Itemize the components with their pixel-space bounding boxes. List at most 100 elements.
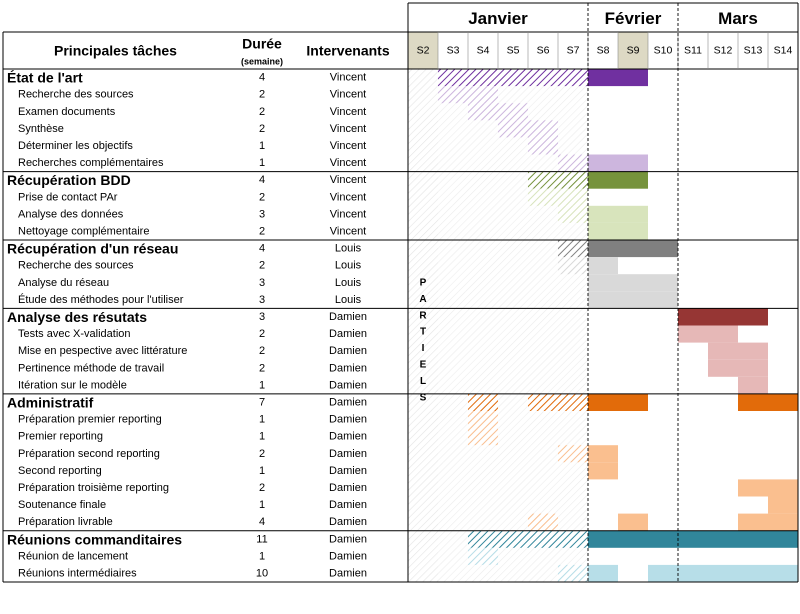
period-hatch (438, 240, 588, 258)
section-bar (558, 240, 588, 258)
period-hatch (438, 325, 588, 343)
task-bar (558, 564, 588, 582)
task-bar (438, 86, 498, 104)
task-bar (588, 445, 618, 463)
exam-label-letter: S (420, 392, 427, 403)
task-bar (588, 205, 648, 223)
task-duration: 1 (259, 379, 265, 391)
task-bar (678, 325, 738, 343)
task-bar (588, 154, 648, 172)
task-person: Vincent (330, 191, 367, 203)
task-name: Recherche des sources (18, 260, 134, 272)
period-hatch (438, 291, 588, 309)
task-person: Vincent (330, 123, 367, 135)
section-title: Réunions commanditaires (7, 531, 182, 547)
section-bar (588, 240, 678, 258)
exam-label-letter: I (422, 343, 425, 354)
task-bar (648, 564, 798, 582)
week-label: S8 (597, 45, 610, 57)
period-hatch (438, 496, 588, 514)
task-duration: 2 (259, 345, 265, 357)
task-person: Damien (329, 567, 367, 579)
week-label: S3 (447, 45, 460, 57)
section-bar (468, 393, 498, 411)
task-person: Damien (329, 499, 367, 511)
section-duration: 4 (259, 72, 265, 84)
task-bar (468, 411, 498, 429)
period-hatch (438, 342, 588, 360)
task-duration: 1 (259, 550, 265, 562)
task-name: Itération sur le modèle (18, 379, 127, 391)
task-bar (738, 376, 768, 394)
task-duration: 1 (259, 465, 265, 477)
task-name: Déterminer les objectifs (18, 140, 133, 152)
section-bar (438, 69, 588, 87)
period-hatch (438, 359, 588, 377)
task-bar (558, 154, 588, 172)
task-duration: 1 (259, 140, 265, 152)
task-bar (558, 205, 588, 223)
task-bar (588, 462, 618, 480)
task-person: Damien (329, 379, 367, 391)
section-bar (588, 69, 648, 87)
period-hatch (438, 411, 588, 429)
month-label: Janvier (468, 9, 528, 28)
week-label: S13 (744, 45, 763, 57)
task-name: Analyse du réseau (18, 277, 109, 289)
period-hatch (438, 513, 588, 531)
section-person: Damien (329, 533, 367, 545)
section-person: Damien (329, 311, 367, 323)
task-name: Recherches complémentaires (18, 157, 164, 169)
week-label: S11 (684, 45, 702, 57)
task-person: Vincent (330, 208, 367, 220)
task-person: Louis (335, 294, 362, 306)
task-name: Préparation second reporting (18, 448, 160, 460)
task-person: Damien (329, 516, 367, 528)
section-bar (588, 393, 648, 411)
task-name: Tests avec X-validation (18, 328, 131, 340)
week-highlight (408, 32, 438, 69)
task-name: Recherche des sources (18, 89, 134, 101)
section-duration: 11 (256, 533, 267, 545)
task-name: Étude des méthodes pour l'utiliser (18, 293, 184, 306)
month-label: Mars (718, 9, 758, 28)
task-name: Préparation premier reporting (18, 414, 162, 426)
task-name: Nettoyage complémentaire (18, 225, 149, 237)
task-duration: 2 (259, 260, 265, 272)
task-duration: 3 (259, 294, 265, 306)
task-bar (588, 274, 678, 292)
task-name: Second reporting (18, 465, 102, 477)
task-bar (558, 445, 588, 463)
task-person: Damien (329, 482, 367, 494)
period-hatch (438, 376, 588, 394)
task-name: Mise en pespective avec littérature (18, 345, 187, 357)
period-hatch (438, 257, 588, 275)
section-duration: 4 (259, 243, 265, 255)
task-person: Damien (329, 465, 367, 477)
task-bar (528, 137, 558, 155)
section-bar (468, 530, 588, 548)
task-duration: 1 (259, 157, 265, 169)
section-duration: 3 (259, 311, 265, 323)
exam-label-letter: P (420, 278, 427, 289)
header-tasks: Principales tâches (54, 43, 177, 59)
task-person: Vincent (330, 157, 367, 169)
section-bar (528, 393, 588, 411)
section-title: Analyse des résutats (7, 309, 147, 325)
task-name: Premier reporting (18, 431, 103, 443)
exam-label-letter: T (420, 327, 426, 338)
task-duration: 3 (259, 208, 265, 220)
period-hatch (438, 564, 588, 582)
task-duration: 3 (259, 277, 265, 289)
task-bar (468, 428, 498, 446)
period-hatch (438, 428, 588, 446)
week-label: S10 (654, 45, 673, 57)
header-duration-unit: (semaine) (241, 57, 283, 67)
period-hatch (438, 137, 588, 155)
task-name: Prise de contact PAr (18, 191, 118, 203)
task-duration: 2 (259, 482, 265, 494)
week-label: S4 (477, 45, 490, 57)
task-bar (708, 359, 768, 377)
section-duration: 4 (259, 174, 265, 186)
